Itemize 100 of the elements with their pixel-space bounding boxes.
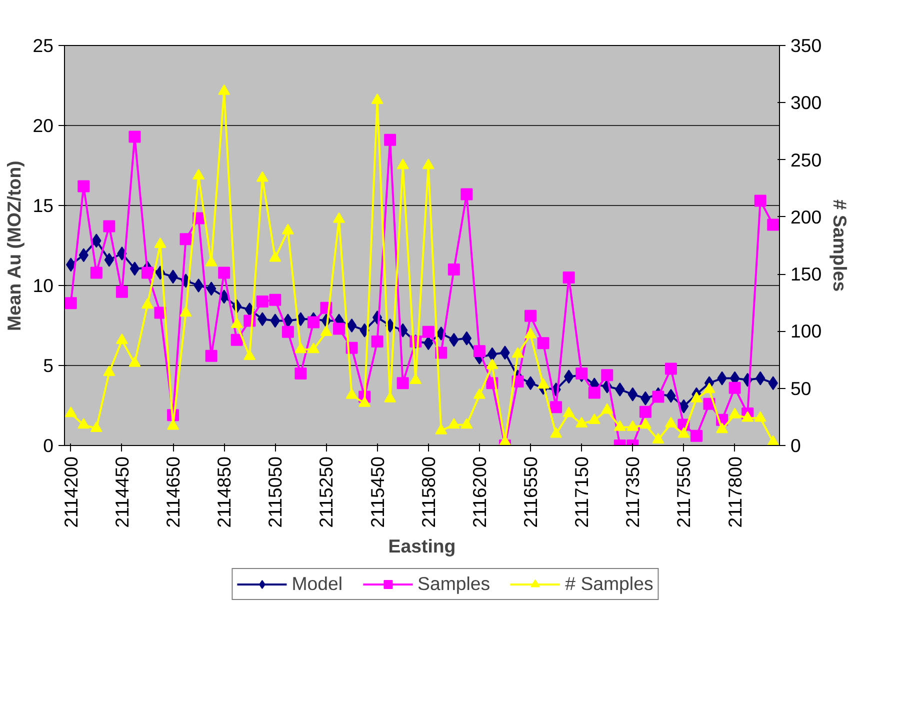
point bbox=[130, 262, 140, 276]
y-tick-label: 25 bbox=[32, 35, 54, 56]
point bbox=[716, 422, 728, 434]
point bbox=[728, 382, 741, 394]
point bbox=[460, 188, 473, 200]
point bbox=[767, 218, 780, 231]
point bbox=[422, 158, 434, 170]
y2-tick-label: 250 bbox=[790, 149, 822, 170]
point bbox=[230, 334, 243, 346]
legend-label: Samples bbox=[418, 573, 490, 595]
point bbox=[256, 296, 268, 308]
point bbox=[562, 406, 575, 418]
point bbox=[230, 318, 243, 328]
x-tick-label: 2117800 bbox=[724, 456, 746, 528]
point bbox=[628, 387, 638, 402]
x-tick-label: 2115800 bbox=[418, 456, 439, 528]
point bbox=[537, 378, 550, 389]
point bbox=[205, 350, 218, 362]
point bbox=[639, 418, 652, 429]
y2-tick-label: 200 bbox=[790, 206, 822, 228]
point bbox=[601, 403, 614, 414]
point bbox=[128, 356, 141, 367]
x-tick-label: 2114650 bbox=[162, 456, 184, 528]
point bbox=[486, 358, 498, 370]
y-tick-label: 5 bbox=[43, 355, 54, 376]
point bbox=[678, 399, 689, 414]
x-tick-label: 2117150 bbox=[571, 456, 592, 528]
y2-tick-label: 100 bbox=[790, 320, 822, 342]
point bbox=[384, 134, 396, 146]
point bbox=[767, 435, 780, 446]
x-tick-label: 2114450 bbox=[111, 456, 132, 528]
y-tick-label: 20 bbox=[32, 115, 54, 136]
point bbox=[307, 316, 320, 328]
y-axis-title: Mean Au (MOZ/ton) bbox=[4, 160, 25, 331]
point bbox=[448, 418, 460, 429]
point bbox=[588, 386, 600, 399]
point bbox=[282, 224, 294, 234]
point bbox=[294, 342, 307, 354]
point bbox=[64, 406, 77, 418]
point bbox=[270, 314, 280, 328]
point bbox=[728, 408, 741, 418]
point bbox=[601, 369, 614, 382]
y-tick-label: 15 bbox=[32, 195, 54, 216]
point bbox=[282, 326, 294, 338]
point bbox=[754, 411, 766, 422]
point bbox=[346, 318, 357, 332]
y2-axis-title: # Samples bbox=[830, 199, 851, 292]
point bbox=[371, 94, 384, 104]
x-tick-label: 2117350 bbox=[622, 456, 644, 528]
point bbox=[652, 390, 664, 403]
point bbox=[562, 272, 575, 284]
point bbox=[473, 345, 486, 358]
point bbox=[422, 326, 434, 338]
point bbox=[141, 298, 154, 309]
point bbox=[64, 297, 77, 310]
point bbox=[652, 432, 664, 444]
point bbox=[550, 401, 562, 414]
y2-tick-label: 300 bbox=[790, 92, 822, 114]
y2-tick-label: 0 bbox=[790, 435, 801, 456]
x-tick-label: 2115450 bbox=[366, 456, 388, 528]
point bbox=[244, 350, 256, 360]
point bbox=[410, 374, 422, 384]
point bbox=[307, 342, 320, 354]
point bbox=[154, 238, 166, 248]
x-tick-label: 2115050 bbox=[264, 456, 286, 528]
point bbox=[524, 328, 537, 338]
y-tick-label: 0 bbox=[43, 435, 54, 456]
point bbox=[294, 368, 307, 380]
point bbox=[180, 306, 192, 317]
x-axis-title: Easting bbox=[388, 536, 456, 557]
legend-label: Model bbox=[292, 573, 343, 595]
point bbox=[90, 422, 102, 432]
point bbox=[512, 347, 524, 358]
point bbox=[664, 416, 677, 428]
point bbox=[537, 337, 550, 350]
x-tick-label: 2114850 bbox=[214, 456, 235, 528]
point bbox=[396, 377, 409, 390]
point bbox=[639, 406, 652, 418]
point bbox=[487, 347, 498, 362]
point bbox=[78, 180, 90, 192]
x-tick-label: 2116550 bbox=[520, 456, 542, 528]
point bbox=[615, 382, 625, 396]
point bbox=[435, 424, 448, 434]
x-tick-label: 2117550 bbox=[673, 456, 694, 528]
point bbox=[192, 168, 205, 180]
point bbox=[678, 427, 690, 438]
point bbox=[90, 266, 102, 279]
point bbox=[358, 396, 371, 407]
point bbox=[320, 326, 332, 336]
point bbox=[104, 252, 114, 267]
point bbox=[128, 130, 141, 143]
x-tick-label: 2114200 bbox=[60, 456, 82, 528]
point bbox=[460, 418, 473, 429]
y-tick-label: 10 bbox=[32, 275, 54, 296]
point bbox=[576, 416, 588, 428]
point bbox=[396, 158, 409, 170]
point bbox=[614, 420, 626, 431]
point bbox=[218, 84, 230, 95]
point bbox=[194, 278, 204, 292]
point bbox=[742, 411, 754, 422]
